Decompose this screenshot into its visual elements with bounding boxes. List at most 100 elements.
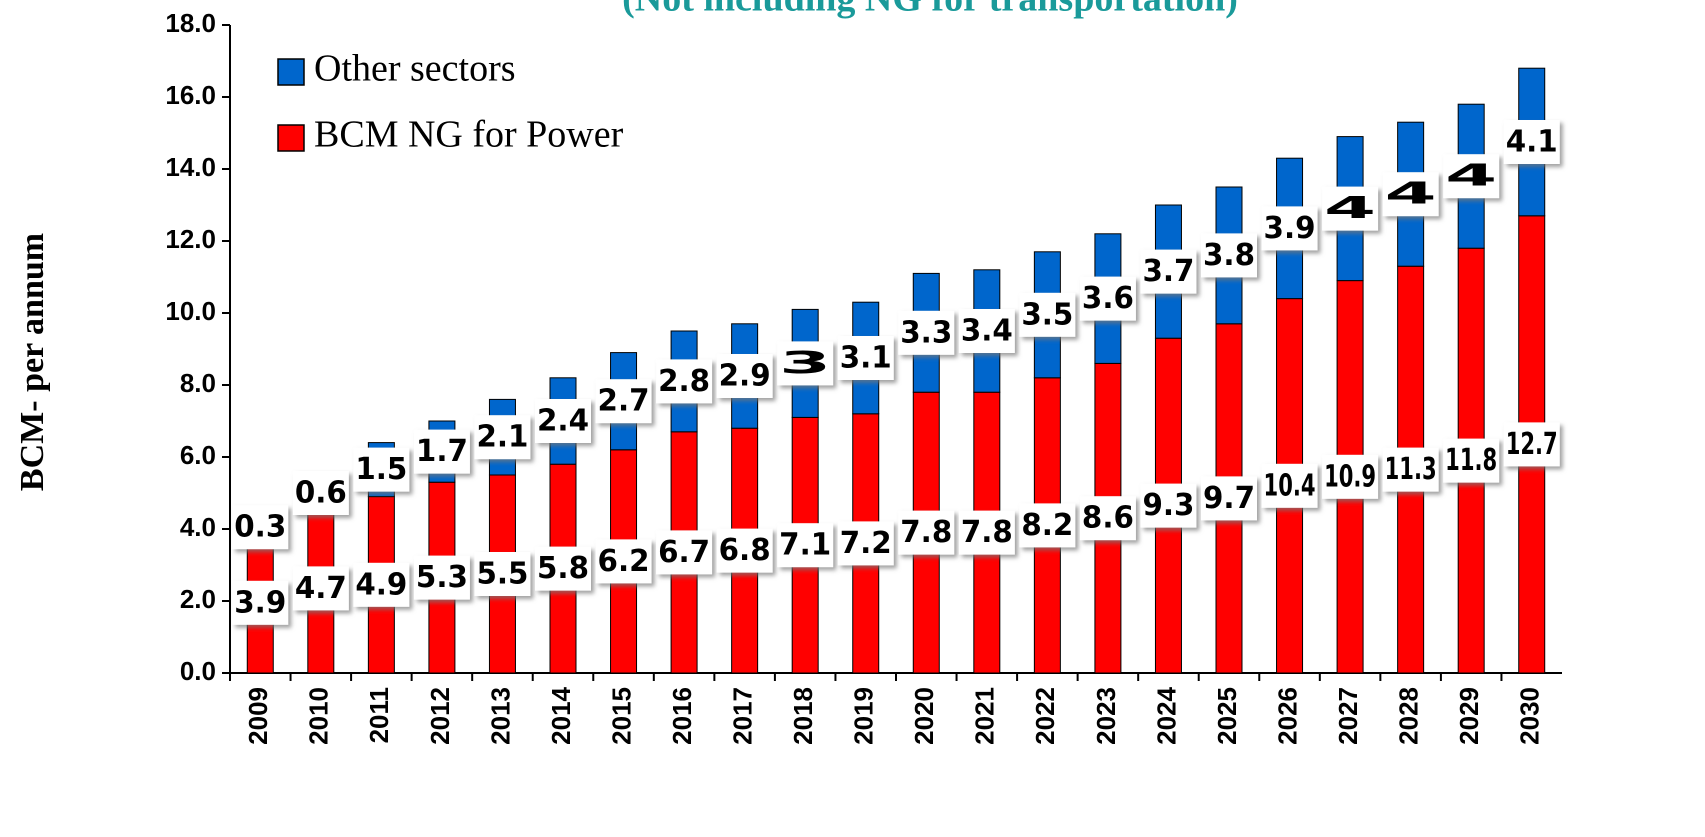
data-label: 7.2 [837, 521, 894, 566]
legend-swatch [277, 58, 305, 86]
data-label: 3.4 [958, 309, 1015, 353]
data-label-box [716, 528, 773, 573]
data-label-box [1079, 496, 1136, 541]
y-axis-label: BCM- per annum [14, 233, 51, 491]
data-label-box [1503, 422, 1560, 467]
x-tick-label: 2020 [909, 687, 939, 745]
data-label-text: 6.7 [658, 535, 710, 570]
data-label: 4.9 [353, 562, 410, 607]
data-label-box [1140, 249, 1197, 294]
data-label-box [1201, 476, 1257, 521]
data-label-box [837, 336, 894, 380]
data-label-text: 10.4 [1264, 468, 1316, 503]
data-label: 10.4 [1261, 463, 1318, 508]
data-label: 2.4 [535, 399, 591, 443]
data-label-box [232, 505, 289, 550]
data-label-text: 5.5 [476, 557, 528, 592]
data-label-box [413, 429, 470, 474]
chart-title: (Not including NG for transportation) [622, 0, 1238, 20]
data-label-box [1503, 120, 1560, 164]
data-label-box [777, 341, 834, 386]
data-label-text: 0.3 [234, 510, 286, 545]
data-label-box [898, 310, 955, 355]
data-label: 6.7 [656, 530, 713, 575]
data-label-text: 2.7 [598, 384, 650, 419]
data-label-box [656, 359, 713, 404]
data-label-box [958, 510, 1015, 555]
data-label-text: 7.2 [840, 526, 892, 561]
data-label: 5.8 [535, 546, 591, 591]
x-tick-label: 2029 [1454, 687, 1484, 745]
data-label: 4.7 [292, 566, 349, 611]
y-tick-label: 10.0 [165, 296, 216, 326]
x-tick-label: 2012 [425, 687, 455, 745]
data-label-box [1261, 463, 1318, 508]
data-label: 3.3 [898, 310, 955, 355]
data-label-text: 2.8 [658, 364, 710, 399]
y-tick-label: 16.0 [165, 80, 216, 110]
x-tick-label: 2023 [1091, 687, 1121, 745]
data-label: 3.1 [837, 336, 894, 380]
x-tick-label: 2019 [849, 687, 879, 745]
x-tick-label: 2027 [1333, 687, 1363, 745]
data-label-text: 2.1 [476, 420, 528, 455]
data-label: 4 [1382, 172, 1439, 217]
data-label: 3.9 [1261, 206, 1318, 251]
data-label: 3.5 [1019, 292, 1076, 337]
x-tick-label: 2026 [1272, 687, 1302, 745]
x-tick-label: 2013 [485, 687, 515, 745]
data-label-text: 3.6 [1082, 281, 1134, 316]
y-tick-label: 12.0 [165, 224, 216, 254]
data-label-box [292, 471, 349, 515]
x-tick-label: 2017 [728, 687, 758, 745]
data-label-text: 8.6 [1082, 501, 1134, 536]
data-label: 3.6 [1079, 276, 1136, 321]
data-label: 9.7 [1201, 476, 1257, 521]
data-label: 12.7 [1503, 422, 1560, 467]
data-label: 1.5 [353, 447, 410, 492]
data-label-box [535, 546, 591, 591]
y-tick-label: 4.0 [180, 512, 216, 542]
data-label-text: 7.8 [961, 515, 1013, 550]
data-label-text: 3.8 [1203, 238, 1255, 273]
data-label-text: 10.9 [1324, 459, 1376, 494]
legend-label: BCM NG for Power [314, 114, 624, 156]
data-label: 4 [1443, 154, 1500, 199]
data-label-text: 1.5 [355, 452, 407, 487]
data-label-text: 7.8 [900, 515, 952, 550]
data-label: 4 [1322, 186, 1379, 231]
data-label-text: 3.7 [1142, 254, 1194, 289]
y-tick-label: 14.0 [165, 152, 216, 182]
y-tick-label: 18.0 [165, 8, 216, 38]
data-label-box [1261, 206, 1318, 251]
data-label-text: 3.1 [840, 341, 892, 376]
data-label-text: 3.9 [234, 585, 286, 620]
data-label-box [1322, 454, 1379, 499]
data-label: 6.2 [595, 539, 652, 584]
data-label-text: 4 [1385, 177, 1437, 212]
data-label-box [1201, 233, 1257, 278]
data-label-text: 5.3 [416, 560, 468, 595]
legend-label: Other sectors [314, 48, 516, 90]
data-label: 3 [777, 341, 834, 386]
data-label-box [292, 566, 349, 611]
y-tick-label: 8.0 [180, 368, 216, 398]
x-tick-label: 2011 [364, 687, 394, 743]
data-label-text: 12.7 [1506, 427, 1558, 462]
data-label-box [474, 552, 531, 596]
x-tick-label: 2009 [243, 687, 273, 745]
data-label-box [1079, 276, 1136, 321]
data-label: 7.8 [898, 510, 955, 555]
x-tick-label: 2014 [546, 686, 576, 744]
data-label: 3.8 [1201, 233, 1257, 278]
data-label-box [595, 539, 652, 584]
data-label-text: 7.1 [779, 528, 831, 563]
x-tick-label: 2030 [1515, 687, 1545, 745]
data-label: 0.6 [292, 471, 349, 515]
data-label-text: 2.9 [719, 359, 771, 394]
data-label: 6.8 [716, 528, 773, 573]
data-label-box [413, 555, 470, 600]
data-label-box [353, 562, 410, 607]
data-label-text: 1.7 [416, 434, 468, 469]
y-tick-label: 6.0 [180, 440, 216, 470]
